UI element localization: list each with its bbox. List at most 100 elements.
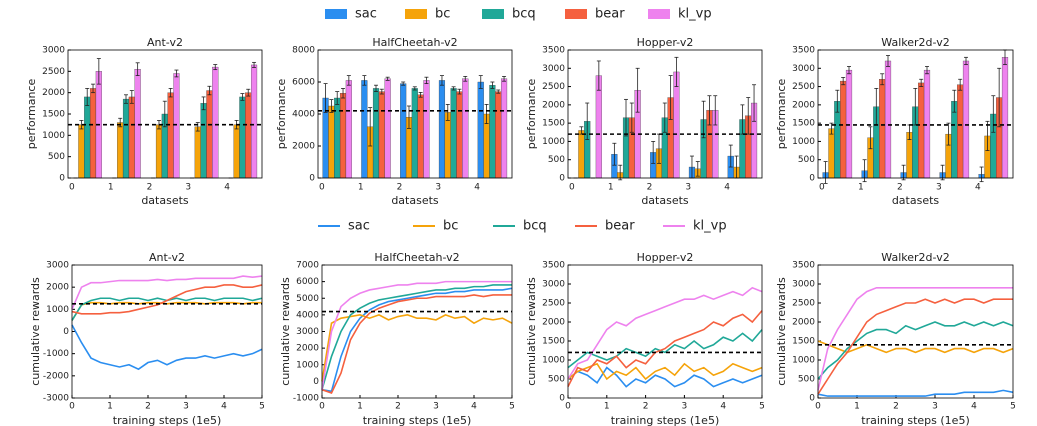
legend-swatch: [482, 9, 504, 19]
subplot: HalfCheetah-v2 training steps (1e5) cumula…: [279, 251, 515, 426]
y-tick-label: -1000: [43, 349, 69, 359]
error-bar: [79, 120, 84, 130]
y-tick-label: 3500: [792, 46, 815, 56]
y-tick-label: 500: [48, 152, 65, 162]
y-axis-label: performance: [775, 79, 788, 150]
bar: [828, 128, 835, 179]
y-tick-label: 1500: [542, 119, 565, 129]
y-tick-label: 1000: [296, 360, 319, 370]
error-bar: [635, 67, 640, 113]
y-tick-label: 2000: [296, 344, 319, 354]
subplot: Hopper-v2 datasets performance 0 500 1000 1500…: [525, 36, 763, 207]
y-tick-label: 2000: [542, 318, 565, 328]
y-tick-label: 4000: [296, 310, 319, 320]
x-tick-label: 0: [565, 402, 571, 412]
subplot: Ant-v2 training steps (1e5) cumulative rew…: [29, 251, 265, 426]
subplot-title: Walker2d-v2: [881, 251, 949, 264]
bar: [239, 96, 246, 179]
legend-swatch: [648, 9, 670, 19]
error-bar: [252, 61, 257, 68]
bar: [879, 79, 886, 179]
error-bar: [695, 161, 700, 177]
bar: [673, 71, 680, 179]
x-tick-label: 0: [319, 402, 325, 412]
error-bar: [991, 95, 996, 133]
x-tick-label: 0: [69, 183, 75, 193]
error-bar: [585, 102, 590, 141]
x-axis-label: datasets: [141, 194, 189, 207]
bar: [134, 69, 141, 179]
bar: [845, 69, 853, 179]
x-tick-label: 1: [358, 183, 364, 193]
error-bar: [701, 100, 706, 139]
error-bar: [662, 102, 667, 133]
bar: [173, 73, 180, 179]
x-axis-label: training steps (1e5): [113, 414, 221, 426]
error-bar: [463, 76, 468, 82]
legend-swatch: [565, 9, 587, 19]
y-tick-label: 6000: [296, 277, 319, 287]
bar: [840, 80, 847, 179]
plot-frame: [567, 264, 763, 399]
y-tick-label: 0: [809, 394, 815, 404]
x-tick-label: 4: [471, 402, 477, 412]
error-bar: [958, 78, 963, 91]
y-tick-label: 500: [798, 375, 815, 385]
x-tick-label: 5: [259, 402, 265, 412]
legend-label: bear: [605, 219, 635, 234]
legend-label: bcq: [523, 219, 547, 234]
error-bar: [496, 89, 501, 94]
y-tick-label: 1500: [42, 110, 65, 120]
error-bar: [629, 102, 634, 133]
series-line: [817, 298, 1013, 395]
error-bar: [385, 76, 390, 81]
error-bar: [979, 166, 984, 183]
subplot-title: Ant-v2: [149, 251, 185, 264]
x-tick-label: 1: [858, 183, 864, 193]
bar: [951, 101, 958, 179]
error-bar: [925, 66, 930, 75]
series-line: [567, 329, 763, 369]
error-bar: [362, 75, 367, 86]
bar: [450, 88, 457, 179]
error-bar: [323, 83, 328, 113]
subplot-title: HalfCheetah-v2: [374, 251, 459, 264]
legend-label: kl_vp: [693, 219, 727, 234]
y-tick-label: 2000: [292, 142, 315, 152]
y-axis-label: performance: [25, 79, 38, 150]
x-tick-label: 2: [145, 402, 151, 412]
error-bar: [835, 89, 840, 113]
error-bar: [96, 58, 101, 85]
y-tick-label: 0: [313, 377, 319, 387]
error-bar: [418, 92, 423, 98]
error-bar: [368, 107, 373, 147]
x-tick-label: 3: [682, 402, 688, 412]
y-tick-label: 1000: [542, 356, 565, 366]
x-axis-label: datasets: [641, 194, 689, 207]
plot-frame: [67, 49, 263, 179]
y-tick-label: 0: [559, 174, 565, 184]
bar: [400, 83, 407, 179]
error-bar: [868, 126, 873, 150]
y-tick-label: 2000: [42, 88, 65, 98]
legend-label: kl_vp: [678, 7, 712, 22]
error-bar: [457, 88, 462, 95]
x-tick-label: 2: [147, 183, 153, 193]
bar: [1001, 57, 1009, 179]
y-axis-label: performance: [275, 79, 288, 150]
y-tick-label: 3500: [542, 46, 565, 56]
x-tick-label: 1: [107, 402, 113, 412]
error-bar: [997, 67, 1002, 128]
bar: [384, 78, 391, 179]
y-tick-label: 2000: [542, 100, 565, 110]
y-tick-label: -3000: [43, 394, 69, 404]
error-bar: [85, 88, 90, 106]
x-axis-label: datasets: [391, 194, 439, 207]
bar: [578, 130, 585, 179]
x-tick-label: 4: [474, 183, 480, 193]
y-tick-label: 6000: [292, 78, 315, 88]
series-line: [321, 287, 513, 393]
y-tick-label: 2000: [792, 318, 815, 328]
x-tick-label: 2: [643, 402, 649, 412]
y-tick-label: 1500: [792, 119, 815, 129]
